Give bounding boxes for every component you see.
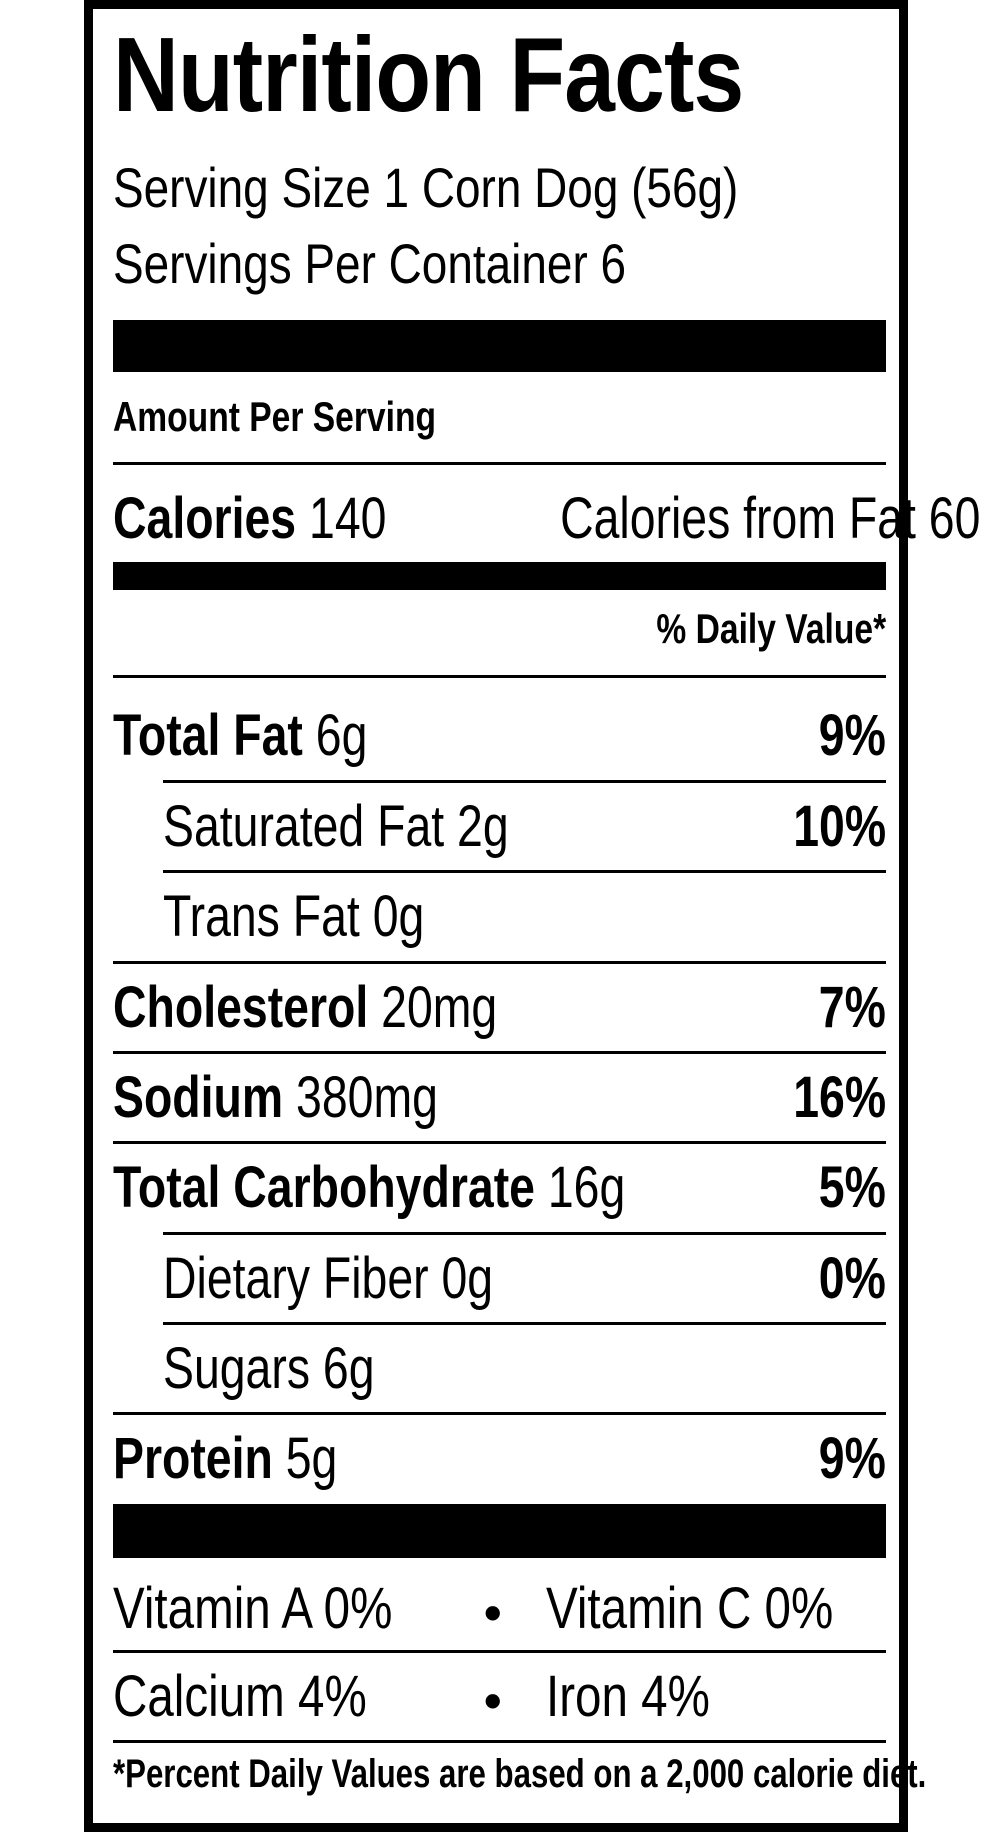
nutrient-amount: 5g xyxy=(285,1426,338,1491)
nutrient-amount: 6g xyxy=(322,1336,375,1401)
divider xyxy=(163,1322,886,1325)
nutrient-row-sodium: Sodium 380mg 16% xyxy=(113,1055,886,1127)
divider xyxy=(113,1141,886,1144)
nutrient-amount: 2g xyxy=(457,794,509,859)
divider xyxy=(113,462,886,465)
calories-value: 140 xyxy=(309,486,387,551)
divider xyxy=(163,1232,886,1235)
nutrient-row-dietary-fiber: Dietary Fiber 0g 0% xyxy=(163,1236,886,1308)
nutrient-dv: 9% xyxy=(818,1426,886,1491)
nutrient-row-protein: Protein 5g 9% xyxy=(113,1416,886,1488)
vitamin-c: Vitamin C 0% xyxy=(546,1576,834,1641)
calories-label: Calories xyxy=(113,486,297,551)
nutrient-cell: Trans Fat 0g xyxy=(163,888,424,946)
nutrient-dv: 5% xyxy=(818,1155,886,1220)
nutrient-dv: 9% xyxy=(818,703,886,768)
nutrient-name: Total Fat xyxy=(113,703,303,768)
iron: Iron 4% xyxy=(546,1664,710,1729)
calories-cell: Calories 140 xyxy=(113,490,386,548)
medium-divider xyxy=(113,562,886,590)
nutrient-row-trans-fat: Trans Fat 0g xyxy=(163,874,886,946)
divider xyxy=(113,961,886,964)
nutrition-label-border xyxy=(84,0,908,1832)
calories-row: Calories 140 Calories from Fat 60 xyxy=(113,476,980,548)
nutrient-amount: 6g xyxy=(315,703,368,768)
nutrient-cell: Dietary Fiber 0g xyxy=(163,1250,493,1308)
divider xyxy=(113,1650,886,1653)
nutrient-amount: 16g xyxy=(547,1155,626,1220)
divider xyxy=(163,780,886,783)
nutrient-row-total-carbohydrate: Total Carbohydrate 16g 5% xyxy=(113,1145,886,1217)
nutrient-name: Sugars xyxy=(163,1336,311,1401)
footnote: *Percent Daily Values are based on a 2,0… xyxy=(113,1752,927,1796)
serving-size: Serving Size 1 Corn Dog (56g) xyxy=(113,156,739,219)
divider xyxy=(163,870,886,873)
nutrient-amount: 380mg xyxy=(296,1065,438,1130)
nutrient-amount: 20mg xyxy=(381,975,498,1040)
bullet-separator: • xyxy=(484,1673,502,1729)
nutrient-name: Protein xyxy=(113,1426,273,1491)
nutrient-cell: Sugars 6g xyxy=(163,1340,375,1398)
nutrient-amount: 0g xyxy=(441,1246,494,1311)
nutrient-name: Saturated Fat xyxy=(163,794,445,859)
nutrient-row-saturated-fat: Saturated Fat 2g 10% xyxy=(163,784,886,856)
daily-value-header: % Daily Value* xyxy=(656,605,886,652)
nutrient-name: Trans Fat xyxy=(163,884,360,949)
nutrient-cell: Protein 5g xyxy=(113,1430,337,1488)
nutrient-row-cholesterol: Cholesterol 20mg 7% xyxy=(113,965,886,1037)
servings-per-container: Servings Per Container 6 xyxy=(113,232,627,295)
nutrient-name: Cholesterol xyxy=(113,975,369,1040)
nutrient-amount: 0g xyxy=(372,884,425,949)
nutrient-name: Total Carbohydrate xyxy=(113,1155,535,1220)
nutrient-cell: Saturated Fat 2g xyxy=(163,798,509,856)
nutrient-cell: Total Fat 6g xyxy=(113,707,367,765)
thick-divider-top xyxy=(113,320,886,372)
nutrient-cell: Cholesterol 20mg xyxy=(113,979,497,1037)
nutrient-cell: Total Carbohydrate 16g xyxy=(113,1159,625,1217)
divider xyxy=(113,675,886,678)
divider xyxy=(113,1740,886,1743)
nutrient-dv: 10% xyxy=(793,794,886,859)
divider xyxy=(113,1412,886,1415)
nutrient-row-total-fat: Total Fat 6g 9% xyxy=(113,693,886,765)
nutrient-row-sugars: Sugars 6g xyxy=(163,1326,886,1398)
calcium: Calcium 4% xyxy=(113,1664,367,1729)
nutrient-dv: 0% xyxy=(818,1246,886,1311)
bullet-separator: • xyxy=(484,1585,502,1641)
divider xyxy=(113,1051,886,1054)
nutrient-dv: 16% xyxy=(793,1065,886,1130)
amount-per-serving: Amount Per Serving xyxy=(113,393,436,440)
nutrient-dv: 7% xyxy=(818,975,886,1040)
nutrient-name: Dietary Fiber xyxy=(163,1246,429,1311)
thick-divider-bottom xyxy=(113,1504,886,1558)
nutrient-cell: Sodium 380mg xyxy=(113,1069,438,1127)
calories-from-fat: Calories from Fat 60 xyxy=(559,486,981,551)
label-title: Nutrition Facts xyxy=(113,16,744,134)
nutrient-name: Sodium xyxy=(113,1065,284,1130)
vitamin-a: Vitamin A 0% xyxy=(113,1576,393,1641)
